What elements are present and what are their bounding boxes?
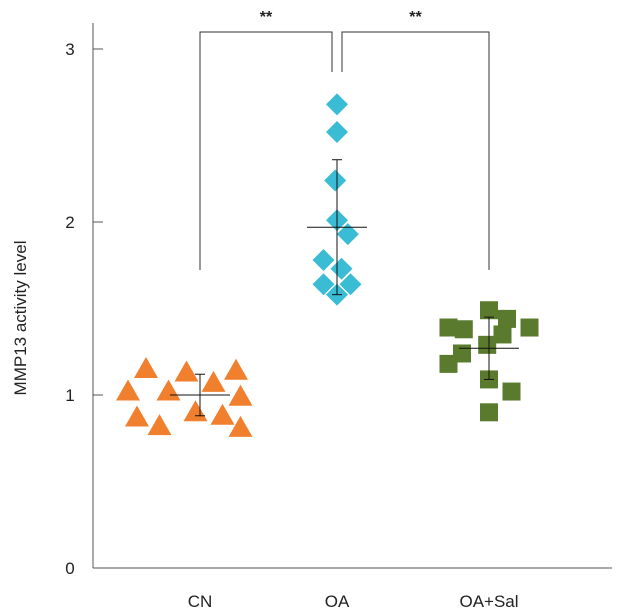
data-point-oa-6 — [312, 249, 335, 272]
data-point-oa-sal-11 — [502, 382, 521, 401]
data-point-oa-sal-9 — [453, 344, 471, 363]
data-point-cn-12 — [228, 415, 253, 437]
axes — [92, 23, 612, 569]
data-point-cn-9 — [210, 403, 235, 425]
data-point-oa-sal-6 — [493, 325, 512, 344]
x-tick-label-oa-sal: OA+Sal — [459, 592, 518, 611]
y-tick-label: 0 — [65, 559, 74, 578]
data-point-cn-1 — [116, 379, 140, 401]
data-point-cn-6 — [174, 360, 199, 382]
y-axis-label: MMP13 activity level — [11, 241, 30, 396]
data-point-cn-7 — [183, 400, 208, 422]
significance-label-1: ** — [260, 9, 273, 26]
y-tick-label: 1 — [65, 386, 74, 405]
data-point-oa-2 — [326, 121, 348, 144]
data-point-oa-8 — [312, 273, 335, 296]
data-point-oa-5 — [336, 223, 359, 246]
x-tick-label-oa: OA — [325, 592, 350, 611]
data-point-oa-sal-7 — [520, 318, 539, 337]
data-point-oa-sal-5 — [498, 309, 516, 328]
data-point-oa-sal-1 — [439, 318, 458, 337]
data-point-oa-1 — [326, 93, 348, 116]
data-point-oa-7 — [330, 257, 353, 280]
data-point-oa-sal-12 — [480, 403, 498, 422]
significance-brackets: ** ** — [199, 9, 490, 270]
significance-bracket-1 — [199, 31, 333, 270]
data-point-cn-8 — [201, 370, 226, 392]
error-bars — [170, 159, 519, 417]
y-tick-label: 3 — [65, 40, 74, 59]
tick-labels: 0 1 2 3 CN OA OA+Sal — [65, 40, 518, 611]
y-tick-label: 2 — [65, 213, 74, 232]
data-point-cn-11 — [228, 384, 253, 406]
data-point-cn-4 — [147, 414, 172, 436]
significance-bracket-2 — [341, 31, 490, 270]
data-point-oa-sal-8 — [478, 335, 497, 354]
data-point-oa-sal-2 — [454, 320, 473, 339]
data-point-cn-3 — [134, 357, 158, 379]
data-markers — [116, 93, 539, 437]
data-point-oa-sal-4 — [480, 301, 498, 320]
significance-label-2: ** — [409, 9, 422, 26]
data-point-oa-3 — [324, 169, 347, 192]
data-point-cn-2 — [125, 405, 149, 427]
data-point-cn-5 — [156, 379, 181, 401]
x-tick-label-cn: CN — [188, 592, 213, 611]
data-point-cn-10 — [224, 358, 248, 380]
data-point-oa-9 — [339, 273, 362, 296]
